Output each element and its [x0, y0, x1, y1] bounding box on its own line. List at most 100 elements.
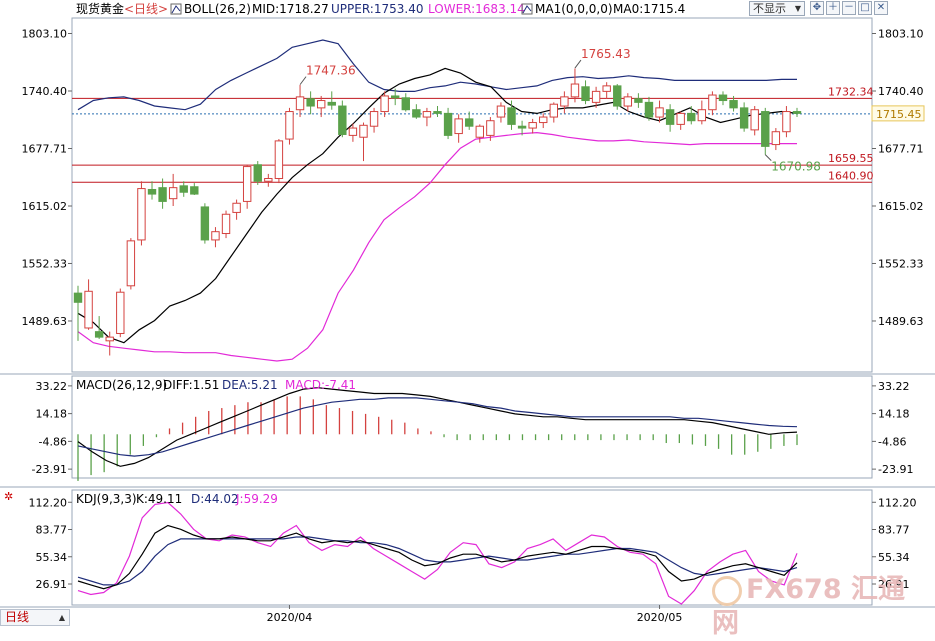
candle-body[interactable] [369, 111, 379, 127]
candle-body[interactable] [126, 240, 136, 287]
candle-body[interactable] [517, 125, 527, 129]
ma-indicator-icon[interactable] [521, 3, 533, 15]
macd-dea-line [77, 397, 798, 457]
candle-body[interactable] [316, 100, 326, 109]
boll-indicator-icon[interactable] [170, 3, 182, 15]
level-line-label: 1659.55 [828, 152, 874, 165]
panel-border [71, 17, 873, 373]
candle-body[interactable] [644, 101, 654, 118]
candle-body[interactable] [295, 96, 305, 111]
candle-body[interactable] [729, 100, 738, 109]
candle-body[interactable] [718, 94, 728, 102]
candle-body[interactable] [221, 213, 231, 235]
candle-body[interactable] [591, 90, 601, 103]
candle-body[interactable] [422, 111, 432, 118]
candle-body[interactable] [443, 112, 453, 136]
move-icon[interactable]: ✥ [810, 1, 824, 15]
kdj-panel[interactable]: 112.20 112.20 83.77 83.77 55.34 55.34 26.91 26.… [29, 496, 917, 605]
ma0-value: MA0:1715.4 [613, 2, 685, 16]
panel-border [71, 375, 873, 479]
candle-body[interactable] [739, 107, 749, 129]
candle-body[interactable] [190, 186, 199, 195]
candle-body[interactable] [496, 105, 506, 118]
candle-body[interactable] [73, 292, 83, 303]
candle-body[interactable] [634, 98, 643, 103]
candle-body[interactable] [623, 96, 633, 107]
candle-body[interactable] [433, 111, 442, 114]
candle-body[interactable] [242, 166, 252, 202]
candle-body[interactable] [792, 111, 802, 114]
macd-panel[interactable]: 33.22 33.22 14.18 14.18 -4.86 -4.86 -23.91 -23.… [32, 380, 914, 481]
candle-body[interactable] [264, 177, 273, 182]
candle-body[interactable] [401, 97, 410, 111]
candle-body[interactable] [687, 112, 696, 122]
candle-body[interactable] [253, 164, 262, 182]
candle-body[interactable] [338, 105, 347, 135]
fullscreen-icon[interactable]: □ [858, 1, 872, 15]
boll-indicator-icon-mark [171, 5, 181, 14]
y-tick-label: 1552.33 [22, 257, 68, 270]
close-icon[interactable]: ✕ [874, 1, 888, 15]
candle-body[interactable] [412, 109, 421, 118]
candle-body[interactable] [486, 120, 495, 136]
candle-body[interactable] [348, 127, 358, 136]
zoom-out-icon[interactable]: － [842, 1, 856, 15]
candle-body[interactable] [613, 85, 622, 107]
candle-body[interactable] [697, 109, 707, 122]
candle-body[interactable] [105, 336, 114, 342]
candle-body[interactable] [539, 116, 548, 124]
candle-body[interactable] [200, 206, 210, 241]
hide-dropdown[interactable]: 不显示 ▼ [749, 1, 805, 16]
panel-frame [0, 17, 935, 608]
price-panel[interactable]: 1803.10 1803.10 1740.40 1740.40 1677.71 1677.… [22, 27, 925, 362]
candle-body[interactable] [602, 85, 611, 92]
candle-body[interactable] [232, 202, 241, 213]
x-axis: 2020/04 2020/05 [267, 605, 682, 624]
candle-body[interactable] [475, 125, 484, 138]
candle-body[interactable] [147, 188, 157, 195]
y-tick-label: 112.20 [878, 496, 917, 509]
macd-macd-label: MACD:-7.41 [285, 378, 356, 392]
candle-body[interactable] [306, 98, 315, 107]
candle-body[interactable] [708, 94, 717, 111]
candle-body[interactable] [655, 107, 664, 118]
candle-body[interactable] [168, 187, 178, 200]
candle-body[interactable] [465, 118, 474, 127]
candle-body[interactable] [380, 95, 389, 113]
candle-body[interactable] [676, 112, 685, 125]
candle-body[interactable] [359, 124, 368, 138]
candle-body[interactable] [84, 290, 93, 329]
candle-body[interactable] [391, 95, 400, 99]
candle-body[interactable] [560, 96, 569, 107]
kdj-k-label: K:49.11 [136, 492, 182, 506]
candle-body[interactable] [274, 140, 284, 179]
candle-body[interactable] [179, 185, 188, 193]
y-tick-label: 112.20 [29, 496, 68, 509]
chart-canvas[interactable]: 1803.10 1803.10 1740.40 1740.40 1677.71 1677.… [0, 0, 935, 626]
y-tick-label: 26.91 [36, 578, 68, 591]
candle-body[interactable] [94, 331, 104, 338]
kdj-settings-icon[interactable]: ✲ [4, 490, 13, 503]
candle-body[interactable] [158, 187, 167, 202]
candle-body[interactable] [665, 109, 675, 125]
candle-body[interactable] [528, 122, 537, 129]
candle-body[interactable] [285, 111, 294, 140]
boll-upper: UPPER:1753.40 [331, 2, 423, 16]
period-tab[interactable]: 日线 ▲ [0, 609, 70, 626]
candle-body[interactable] [782, 111, 791, 133]
candle-body[interactable] [454, 118, 463, 135]
candle-body[interactable] [771, 131, 781, 146]
candle-body[interactable] [137, 188, 146, 241]
candle-body[interactable] [750, 109, 759, 131]
boll-lower-line [77, 131, 797, 362]
candle-body[interactable] [581, 86, 590, 102]
candle-body[interactable] [211, 231, 220, 241]
zoom-in-icon[interactable]: ＋ [826, 1, 840, 15]
candle-body[interactable] [761, 111, 770, 147]
y-tick-label: 1615.02 [22, 200, 68, 213]
candle-body[interactable] [570, 83, 580, 98]
candle-body[interactable] [327, 101, 336, 106]
candle-body[interactable] [507, 107, 516, 125]
candle-body[interactable] [549, 103, 559, 118]
candle-body[interactable] [116, 291, 125, 334]
